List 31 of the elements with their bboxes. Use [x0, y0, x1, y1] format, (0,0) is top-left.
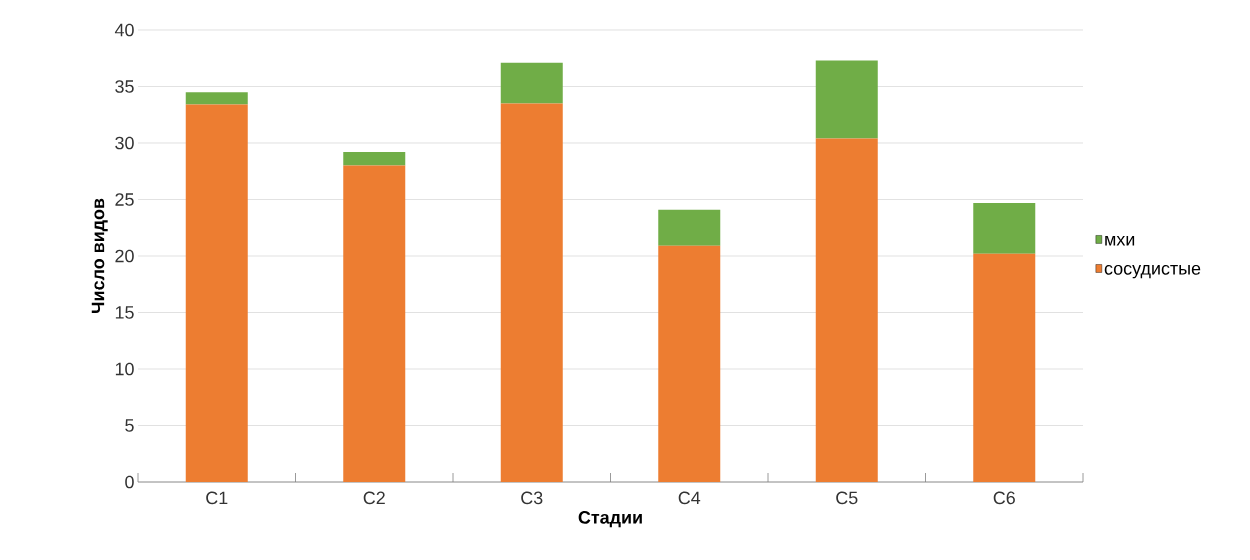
- bar: [500, 62, 563, 104]
- y-axis-title: Число видов: [91, 198, 108, 314]
- y-tick-label: 40: [114, 23, 134, 37]
- x-tick-label: С4: [678, 491, 701, 505]
- bar: [343, 152, 406, 166]
- x-tick-label: С2: [363, 491, 385, 505]
- y-tick-label: 30: [115, 136, 134, 150]
- bar: [658, 209, 721, 246]
- legend-label: мхи: [1105, 235, 1135, 246]
- legend-label: сосудистые: [1104, 264, 1201, 279]
- bar: [185, 92, 248, 105]
- bar: [500, 103, 563, 482]
- y-tick-label: 10: [115, 362, 134, 376]
- bar: [973, 253, 1036, 482]
- x-axis-title: Стадии: [578, 511, 642, 528]
- bar: [973, 202, 1036, 254]
- bar: [343, 165, 406, 482]
- y-tick-label: 5: [125, 419, 134, 432]
- x-tick-label: С1: [206, 491, 228, 505]
- x-tick-label: С5: [836, 491, 858, 505]
- bar: [658, 245, 721, 482]
- y-tick-label: 25: [115, 193, 134, 206]
- bar: [185, 104, 248, 482]
- y-tick-label: 0: [125, 475, 134, 489]
- y-tick-label: 15: [115, 306, 134, 319]
- x-tick-label: С3: [521, 491, 543, 505]
- y-tick-label: 20: [115, 249, 134, 263]
- bar: [815, 138, 878, 482]
- y-tick-label: 35: [115, 80, 134, 93]
- x-tick-label: С6: [993, 491, 1015, 505]
- bar: [815, 60, 878, 139]
